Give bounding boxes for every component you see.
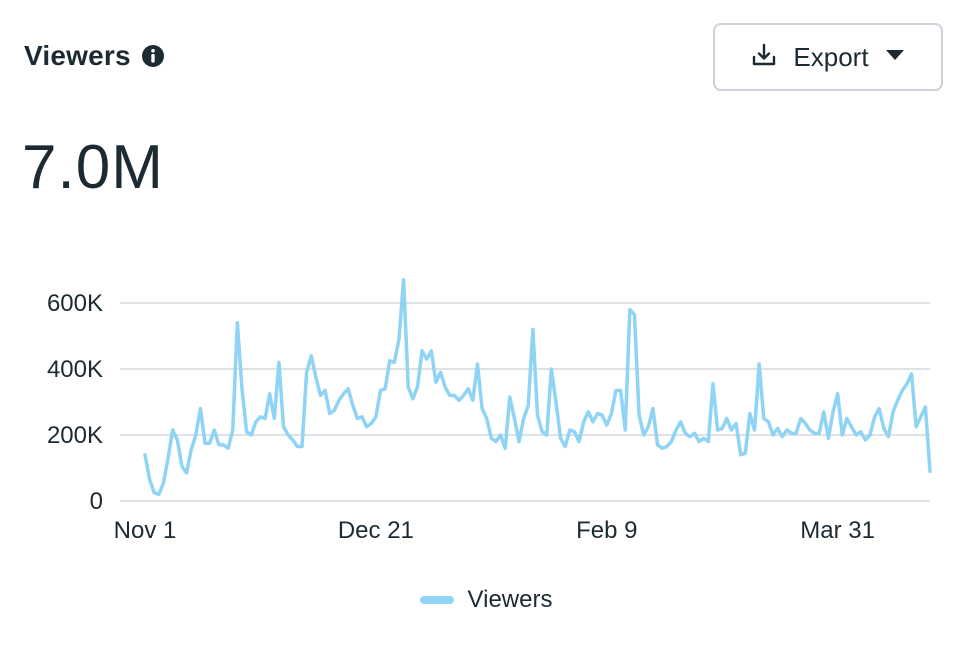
chart-title: Viewers [24, 40, 131, 71]
download-icon [751, 42, 777, 73]
grid-lines [120, 302, 930, 502]
info-icon[interactable] [141, 44, 165, 68]
y-tick-label: 200K [47, 422, 103, 449]
caret-down-icon [885, 48, 905, 67]
x-tick-label: Feb 9 [576, 517, 637, 544]
y-axis-tick-labels: 0 200K 400K 600K [47, 290, 103, 515]
chart-header: Viewers [24, 40, 165, 72]
y-tick-label: 400K [47, 356, 103, 383]
series-line-viewers [143, 278, 932, 497]
x-tick-label: Dec 21 [338, 517, 414, 544]
viewers-line-chart: 0 200K 400K 600K Nov 1 Dec 21 Feb 9 Mar 31 [47, 278, 932, 544]
x-tick-label: Nov 1 [114, 517, 177, 544]
legend-label-viewers: Viewers [467, 586, 553, 613]
y-tick-label: 600K [47, 290, 103, 317]
chart-legend: Viewers [0, 586, 972, 614]
total-viewers-value: 7.0M [22, 133, 164, 202]
export-button[interactable]: Export [713, 23, 943, 91]
legend-swatch-viewers [419, 596, 454, 604]
x-tick-label: Mar 31 [800, 517, 875, 544]
y-tick-label: 0 [90, 488, 103, 515]
x-axis-tick-labels: Nov 1 Dec 21 Feb 9 Mar 31 [114, 517, 875, 544]
export-button-label: Export [793, 41, 869, 72]
